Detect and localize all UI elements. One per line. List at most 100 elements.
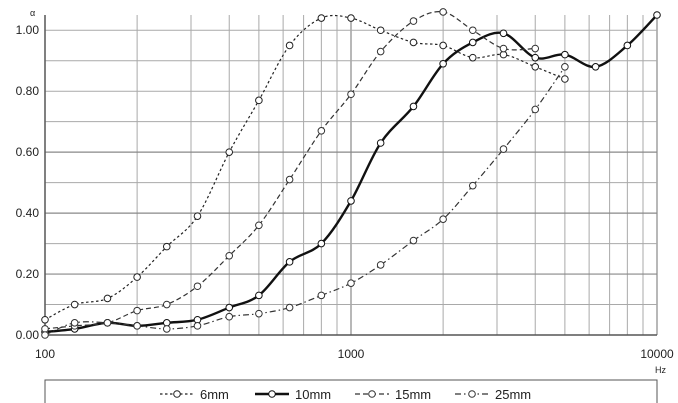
data-point xyxy=(468,38,477,47)
data-point xyxy=(41,315,49,324)
data-point xyxy=(317,127,326,135)
data-point xyxy=(133,322,141,330)
y-tick-label: 0.40 xyxy=(16,206,40,220)
data-point xyxy=(285,41,294,50)
legend-label: 6mm xyxy=(200,387,229,402)
data-point xyxy=(347,90,355,99)
data-point xyxy=(255,96,263,105)
data-point xyxy=(285,303,294,312)
data-point xyxy=(499,44,508,53)
data-point xyxy=(317,239,326,248)
y-tick-label: 0.20 xyxy=(16,267,40,281)
data-point xyxy=(347,279,355,287)
series-line xyxy=(44,66,566,336)
series-group xyxy=(41,8,661,339)
data-point xyxy=(376,47,385,56)
y-unit-label: α xyxy=(30,8,35,18)
data-point xyxy=(347,197,355,205)
legend-marker xyxy=(468,390,476,398)
data-point xyxy=(561,50,569,59)
data-point xyxy=(531,105,540,114)
legend-item-15mm: 15mm xyxy=(355,387,431,402)
data-point xyxy=(133,273,141,281)
series-6mm xyxy=(41,14,569,324)
legend-marker xyxy=(173,390,181,398)
data-point xyxy=(193,322,202,330)
data-point xyxy=(623,41,632,50)
data-point xyxy=(499,145,508,153)
data-point xyxy=(255,221,263,230)
data-point xyxy=(561,75,569,83)
tick-labels: 0.00 0.20 0.40 0.60 0.80 1.00 100 1000 10000 xyxy=(16,23,674,361)
legend-label: 25mm xyxy=(495,387,531,402)
data-point xyxy=(468,181,477,190)
x-tick-label: 1000 xyxy=(338,347,365,361)
data-point xyxy=(162,242,171,251)
series-15mm xyxy=(41,8,540,333)
data-point xyxy=(409,102,418,111)
data-point xyxy=(439,59,447,68)
data-point xyxy=(409,38,418,47)
data-point xyxy=(193,212,202,220)
data-point xyxy=(531,53,540,62)
data-point xyxy=(193,282,202,291)
data-point xyxy=(409,17,418,25)
data-point xyxy=(317,14,326,22)
data-point xyxy=(531,44,540,53)
legend-marker xyxy=(368,390,376,398)
data-point xyxy=(70,300,79,309)
legend-item-25mm: 25mm xyxy=(455,387,531,402)
data-point xyxy=(591,63,600,71)
data-point xyxy=(225,251,234,260)
data-point xyxy=(225,312,234,321)
data-point xyxy=(133,306,141,315)
data-point xyxy=(225,148,234,156)
data-point xyxy=(162,325,171,333)
legend-item-6mm: 6mm xyxy=(160,387,229,402)
data-point xyxy=(653,11,661,19)
legend-label: 15mm xyxy=(395,387,431,402)
data-point xyxy=(225,303,234,312)
series-25mm xyxy=(41,63,569,339)
legend-box xyxy=(44,379,658,403)
data-point xyxy=(255,309,263,318)
data-point xyxy=(468,26,477,35)
data-point xyxy=(41,331,49,339)
data-point xyxy=(285,258,294,266)
grid-lines xyxy=(44,15,658,335)
data-point xyxy=(285,175,294,184)
series-10mm xyxy=(41,11,661,336)
data-point xyxy=(70,319,79,327)
legend-label: 10mm xyxy=(295,387,331,402)
axes xyxy=(44,15,657,336)
x-unit-label: Hz xyxy=(655,365,666,375)
data-point xyxy=(468,53,477,62)
data-point xyxy=(103,319,112,327)
data-point xyxy=(376,139,385,147)
data-point xyxy=(531,63,540,71)
data-point xyxy=(439,41,447,50)
data-point xyxy=(103,294,112,303)
series-line xyxy=(44,11,536,330)
y-tick-label: 0.60 xyxy=(16,145,40,159)
data-point xyxy=(317,291,326,300)
x-tick-label: 100 xyxy=(35,347,55,361)
data-point xyxy=(347,14,355,22)
data-point xyxy=(439,215,447,223)
data-point xyxy=(499,29,508,38)
y-tick-label: 0.00 xyxy=(16,328,40,342)
legend-marker xyxy=(268,390,276,398)
data-point xyxy=(439,8,447,16)
x-tick-label: 10000 xyxy=(640,347,674,361)
data-point xyxy=(409,236,418,245)
legend: 6mm 10mm 15mm 25mm xyxy=(44,379,658,403)
data-point xyxy=(162,300,171,309)
y-tick-label: 0.80 xyxy=(16,84,40,98)
data-point xyxy=(255,291,263,300)
data-point xyxy=(376,261,385,269)
legend-item-10mm: 10mm xyxy=(255,387,331,402)
y-tick-label: 1.00 xyxy=(16,23,40,37)
data-point xyxy=(561,63,569,71)
data-point xyxy=(376,26,385,35)
